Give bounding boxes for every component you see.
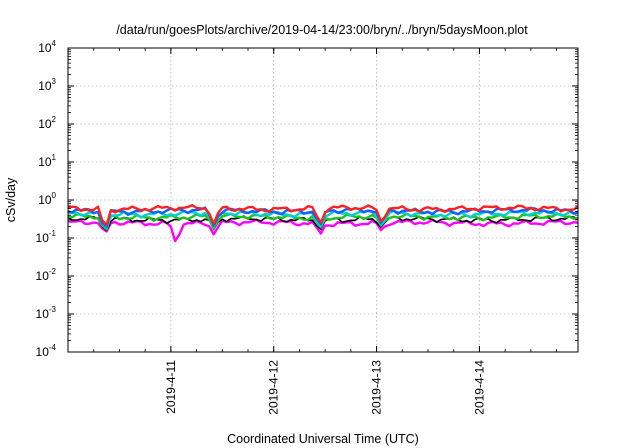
y-tick-label: 10-1 [36, 229, 57, 245]
chart-title: /data/run/goesPlots/archive/2019-04-14/2… [116, 23, 528, 37]
y-tick-label: 101 [38, 153, 56, 169]
y-tick-label: 10-3 [36, 305, 57, 321]
y-axis-label: cSv/day [4, 177, 18, 222]
x-tick-label: 2019-4-11 [164, 360, 178, 414]
x-tick-label: 2019-4-14 [472, 360, 486, 415]
y-tick-label: 10-2 [36, 267, 57, 283]
y-tick-label: 103 [38, 77, 56, 93]
y-tick-label: 102 [38, 115, 56, 131]
x-tick-label: 2019-4-12 [267, 360, 281, 415]
y-tick-label: 100 [38, 191, 56, 207]
y-axis: 104 103 102 101 100 10-1 10-2 10-3 10-4 [36, 39, 578, 359]
x-axis-label: Coordinated Universal Time (UTC) [227, 432, 419, 446]
series-layer [67, 203, 579, 243]
y-tick-label: 104 [38, 39, 56, 55]
y-tick-label: 10-4 [36, 343, 57, 359]
series-line [67, 203, 579, 227]
x-axis: 2019-4-11 2019-4-12 2019-4-13 2019-4-14 [67, 48, 557, 415]
x-tick-label: 2019-4-13 [370, 360, 384, 415]
grid [68, 48, 578, 352]
